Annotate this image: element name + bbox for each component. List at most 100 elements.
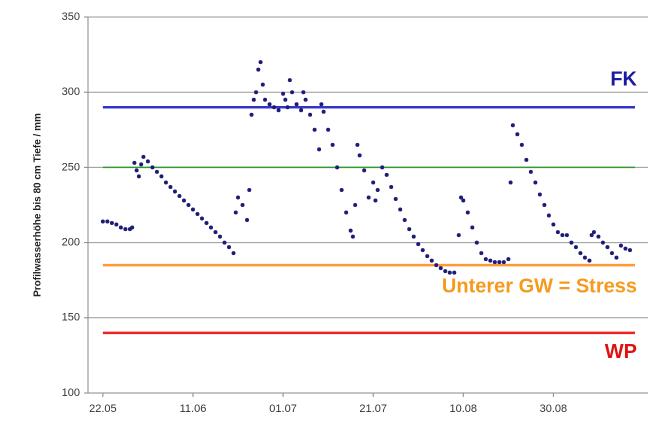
data-point — [317, 147, 322, 152]
data-point — [321, 109, 326, 114]
data-point — [425, 254, 430, 259]
data-point — [141, 154, 146, 159]
y-tick-label: 300 — [62, 86, 80, 98]
data-point — [398, 207, 403, 212]
data-point — [429, 258, 434, 263]
data-point — [434, 263, 439, 268]
data-point — [459, 195, 464, 200]
data-point — [159, 174, 164, 179]
data-point — [375, 187, 380, 192]
data-point — [263, 97, 268, 102]
data-point — [145, 159, 150, 164]
y-tick-label: 200 — [62, 237, 80, 249]
data-point — [438, 266, 443, 271]
data-point — [600, 240, 605, 245]
data-point — [366, 195, 371, 200]
data-point — [118, 225, 123, 230]
data-point — [150, 165, 155, 170]
data-point — [114, 222, 119, 227]
data-point — [506, 257, 511, 262]
data-point — [299, 108, 304, 113]
data-point — [555, 230, 560, 235]
data-point — [303, 97, 308, 102]
data-point — [123, 227, 128, 232]
data-point — [578, 251, 583, 256]
data-point — [443, 269, 448, 274]
x-tick-label: 01.07 — [269, 403, 297, 415]
data-point — [447, 270, 452, 275]
data-point — [497, 260, 502, 265]
data-point — [236, 195, 241, 200]
data-point — [199, 216, 204, 221]
data-point — [524, 157, 529, 162]
data-point — [389, 184, 394, 189]
data-point — [623, 246, 628, 251]
data-point — [519, 142, 524, 147]
data-point — [560, 233, 565, 238]
data-point — [373, 198, 378, 203]
data-point — [283, 97, 288, 102]
data-point — [330, 142, 335, 147]
data-point — [181, 198, 186, 203]
data-point — [362, 168, 367, 173]
data-point — [407, 227, 412, 232]
reference-label: Unterer GW = Stress — [442, 275, 637, 297]
y-axis-title: Profilwasserhöhe bis 80 cm Tiefe / mm — [33, 113, 44, 297]
data-point — [384, 172, 389, 177]
data-point — [380, 165, 385, 170]
data-point — [245, 218, 250, 223]
data-point — [470, 225, 475, 230]
data-point — [483, 257, 488, 262]
data-point — [276, 108, 281, 113]
data-point — [348, 228, 353, 233]
data-point — [134, 168, 139, 173]
data-point — [492, 260, 497, 265]
data-point — [350, 234, 355, 239]
data-point — [587, 258, 592, 263]
data-point — [287, 78, 292, 83]
data-point — [154, 169, 159, 174]
data-point — [605, 245, 610, 250]
data-point — [258, 60, 263, 65]
data-point — [411, 234, 416, 239]
data-point — [596, 234, 601, 239]
data-point — [564, 233, 569, 238]
y-tick-label: 100 — [62, 387, 80, 399]
data-point — [528, 169, 533, 174]
x-tick-label: 21.07 — [359, 403, 387, 415]
data-point — [267, 102, 272, 107]
data-point — [136, 174, 141, 179]
x-tick-label: 22.05 — [89, 403, 117, 415]
data-point — [260, 82, 265, 87]
data-point — [100, 219, 105, 224]
data-point — [542, 203, 547, 207]
data-point — [132, 160, 137, 165]
data-point — [105, 219, 110, 224]
data-point — [357, 153, 362, 158]
data-point — [515, 132, 520, 137]
data-point — [474, 240, 479, 245]
data-point — [551, 222, 556, 227]
data-point — [249, 112, 254, 117]
data-point — [420, 248, 425, 253]
x-tick-label: 11.06 — [180, 403, 207, 415]
data-point — [163, 180, 168, 185]
data-point — [537, 192, 542, 197]
data-point — [254, 90, 259, 95]
y-tick-label: 250 — [62, 161, 80, 173]
data-point — [294, 102, 299, 107]
data-point — [591, 230, 596, 235]
data-point — [139, 162, 144, 167]
data-point — [168, 184, 173, 189]
data-point — [186, 203, 191, 207]
data-point — [569, 240, 574, 245]
data-point — [546, 213, 551, 218]
data-point — [461, 198, 466, 203]
data-point — [393, 196, 398, 201]
data-point — [353, 203, 358, 207]
data-point — [339, 187, 344, 192]
data-point — [251, 97, 256, 102]
reference-label: WP — [605, 341, 637, 363]
data-point — [614, 255, 619, 260]
data-point — [312, 127, 317, 132]
